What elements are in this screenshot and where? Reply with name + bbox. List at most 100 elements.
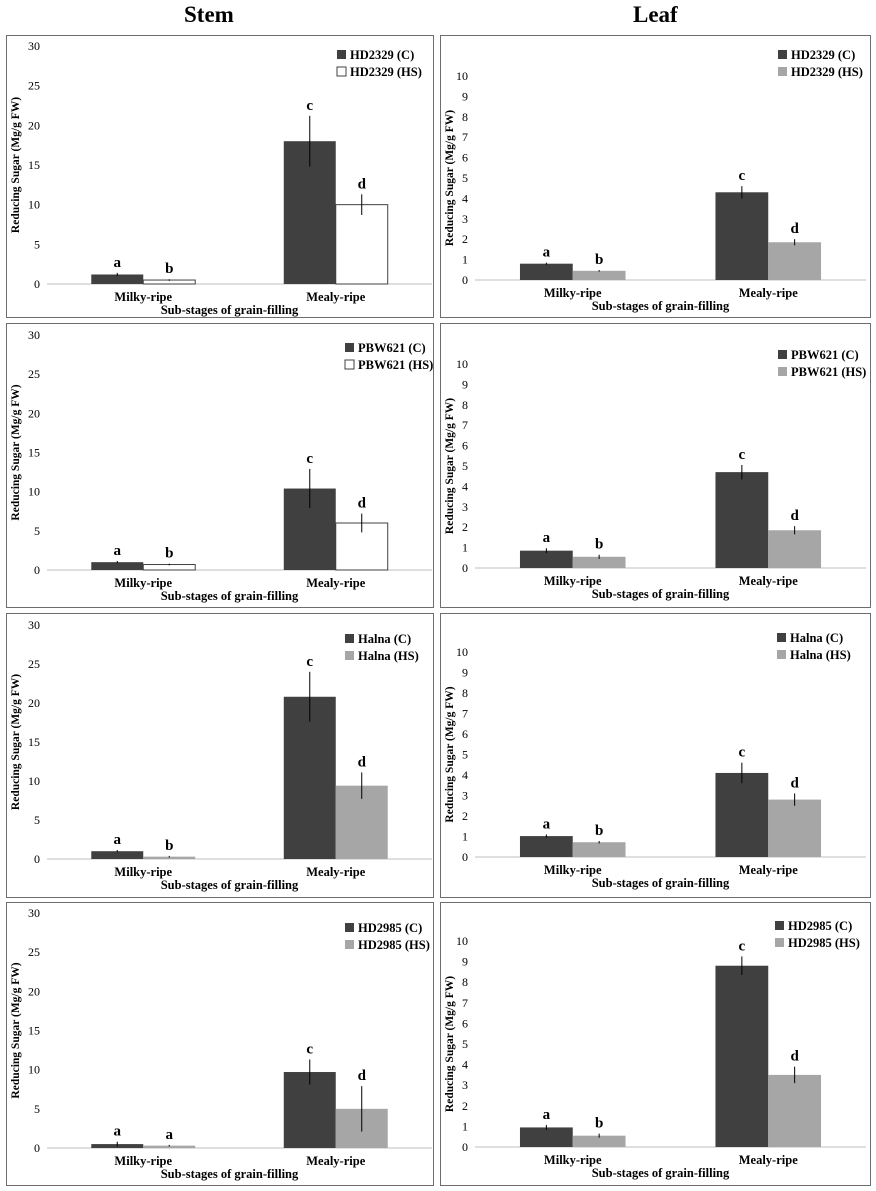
legend-swatch	[778, 367, 787, 376]
y-tick-label: 0	[34, 277, 40, 291]
y-tick-label: 0	[462, 561, 468, 575]
x-tick-label: Mealy-ripe	[306, 865, 365, 879]
x-axis-label: Sub-stages of grain-filling	[161, 878, 299, 892]
bar	[519, 836, 573, 857]
legend-swatch	[345, 940, 354, 949]
legend-swatch	[777, 633, 786, 642]
y-tick-label: 20	[28, 984, 40, 998]
legend-label: Halna (HS)	[790, 648, 851, 662]
significance-letter: a	[543, 1107, 551, 1123]
bar	[572, 842, 626, 857]
bar	[715, 192, 769, 280]
bar	[143, 1145, 196, 1148]
x-tick-label: Milky-ripe	[544, 286, 602, 300]
legend-label: Halna (C)	[358, 632, 411, 646]
y-tick-label: 0	[34, 563, 40, 577]
y-tick-label: 1	[462, 541, 468, 555]
y-tick-label: 6	[462, 1016, 468, 1030]
y-tick-label: 20	[28, 696, 40, 710]
bar	[768, 1074, 822, 1147]
y-tick-label: 7	[462, 996, 468, 1010]
y-tick-label: 4	[462, 768, 468, 782]
x-tick-label: Milky-ripe	[544, 863, 602, 877]
bar	[91, 562, 144, 570]
y-tick-label: 15	[28, 735, 40, 749]
significance-letter: c	[739, 745, 746, 761]
y-tick-label: 7	[462, 130, 468, 144]
y-tick-label: 10	[28, 1063, 40, 1077]
significance-letter: a	[165, 1127, 173, 1143]
x-tick-label: Mealy-ripe	[739, 574, 798, 588]
y-tick-label: 5	[34, 237, 40, 251]
y-tick-label: 7	[462, 707, 468, 721]
y-tick-label: 30	[28, 906, 40, 920]
y-tick-label: 8	[462, 975, 468, 989]
y-axis-label: Reducing Sugar (Mg/g FW)	[444, 686, 456, 822]
panel-leaf-hd2985: 0 1 2 3 4 5 6 7 8 9 10 Reducing Sugar (Mg/g FW) a b Mi…	[440, 902, 871, 1186]
y-tick-label: 10	[28, 774, 40, 788]
y-tick-label: 0	[34, 852, 40, 866]
significance-letter: d	[790, 221, 799, 237]
y-tick-label: 5	[462, 748, 468, 762]
y-tick-label: 10	[456, 69, 468, 83]
y-tick-label: 5	[462, 459, 468, 473]
x-tick-label: Mealy-ripe	[306, 290, 365, 304]
leaf-column-title: Leaf	[633, 2, 678, 27]
bar	[715, 472, 769, 568]
significance-letter: d	[790, 1049, 799, 1065]
x-tick-label: Milky-ripe	[114, 1154, 172, 1168]
bar	[519, 263, 573, 280]
legend-label: HD2985 (C)	[788, 919, 852, 933]
legend-label: HD2329 (C)	[350, 48, 414, 62]
panel-leaf-halna: 0 1 2 3 4 5 6 7 8 9 10 Reducing Sugar (Mg/g FW) a b Mi…	[440, 613, 871, 898]
chart-leaf-hd2329: 0 1 2 3 4 5 6 7 8 9 10 Reducing Sugar (Mg/g FW) a b Mi…	[444, 48, 866, 313]
x-tick-label: Mealy-ripe	[739, 286, 798, 300]
y-tick-label: 0	[462, 273, 468, 287]
legend-label: HD2985 (HS)	[788, 936, 860, 950]
y-tick-label: 6	[462, 727, 468, 741]
bar	[715, 965, 769, 1147]
panel-stem-halna: 0 5 10 15 20 25 30 Reducing Sugar (Mg/g FW) a b Mi…	[6, 613, 434, 898]
y-tick-label: 6	[462, 439, 468, 453]
y-axis-label: Reducing Sugar (Mg/g FW)	[444, 976, 456, 1112]
panel-stem-hd2329: 0 5 10 15 20 25 30 Reducing Sugar (Mg/g FW) a b Mi…	[6, 35, 434, 318]
panel-leaf-hd2329: 0 1 2 3 4 5 6 7 8 9 10 Reducing Sugar (Mg/g FW) a b Mi…	[440, 35, 871, 318]
y-tick-label: 25	[28, 945, 40, 959]
x-axis-label: Sub-stages of grain-filling	[161, 303, 299, 317]
y-tick-label: 0	[34, 1141, 40, 1155]
y-tick-label: 5	[462, 1037, 468, 1051]
y-tick-label: 2	[462, 809, 468, 823]
legend-label: HD2985 (HS)	[358, 938, 430, 952]
panel-leaf-pbw621: 0 1 2 3 4 5 6 7 8 9 10 Reducing Sugar (Mg/g FW) a b Mi…	[440, 323, 871, 608]
y-tick-label: 8	[462, 110, 468, 124]
y-tick-label: 30	[28, 618, 40, 632]
significance-letter: c	[739, 168, 746, 184]
significance-letter: c	[306, 451, 313, 467]
y-tick-label: 6	[462, 151, 468, 165]
y-tick-label: 15	[28, 446, 40, 460]
bar	[768, 530, 822, 568]
significance-letter: a	[114, 255, 122, 271]
chart-stem-hd2985: 0 5 10 15 20 25 30 Reducing Sugar (Mg/g FW) a a Mi…	[10, 906, 432, 1181]
y-tick-label: 1	[462, 253, 468, 267]
significance-letter: b	[595, 537, 603, 553]
y-tick-label: 1	[462, 830, 468, 844]
legend-swatch	[778, 67, 787, 76]
y-tick-label: 9	[462, 955, 468, 969]
x-tick-label: Milky-ripe	[114, 290, 172, 304]
y-tick-label: 10	[456, 357, 468, 371]
y-axis-label: Reducing Sugar (Mg/g FW)	[444, 398, 456, 534]
x-tick-label: Milky-ripe	[114, 865, 172, 879]
x-axis-label: Sub-stages of grain-filling	[592, 299, 730, 313]
y-tick-label: 7	[462, 418, 468, 432]
bar	[768, 799, 822, 857]
y-tick-label: 9	[462, 89, 468, 103]
significance-letter: b	[165, 261, 173, 277]
x-tick-label: Milky-ripe	[114, 576, 172, 590]
y-tick-label: 3	[462, 500, 468, 514]
bar	[91, 274, 144, 284]
y-tick-label: 10	[28, 485, 40, 499]
y-axis-label: Reducing Sugar (Mg/g FW)	[10, 674, 22, 810]
y-tick-label: 1	[462, 1119, 468, 1133]
y-tick-label: 8	[462, 398, 468, 412]
